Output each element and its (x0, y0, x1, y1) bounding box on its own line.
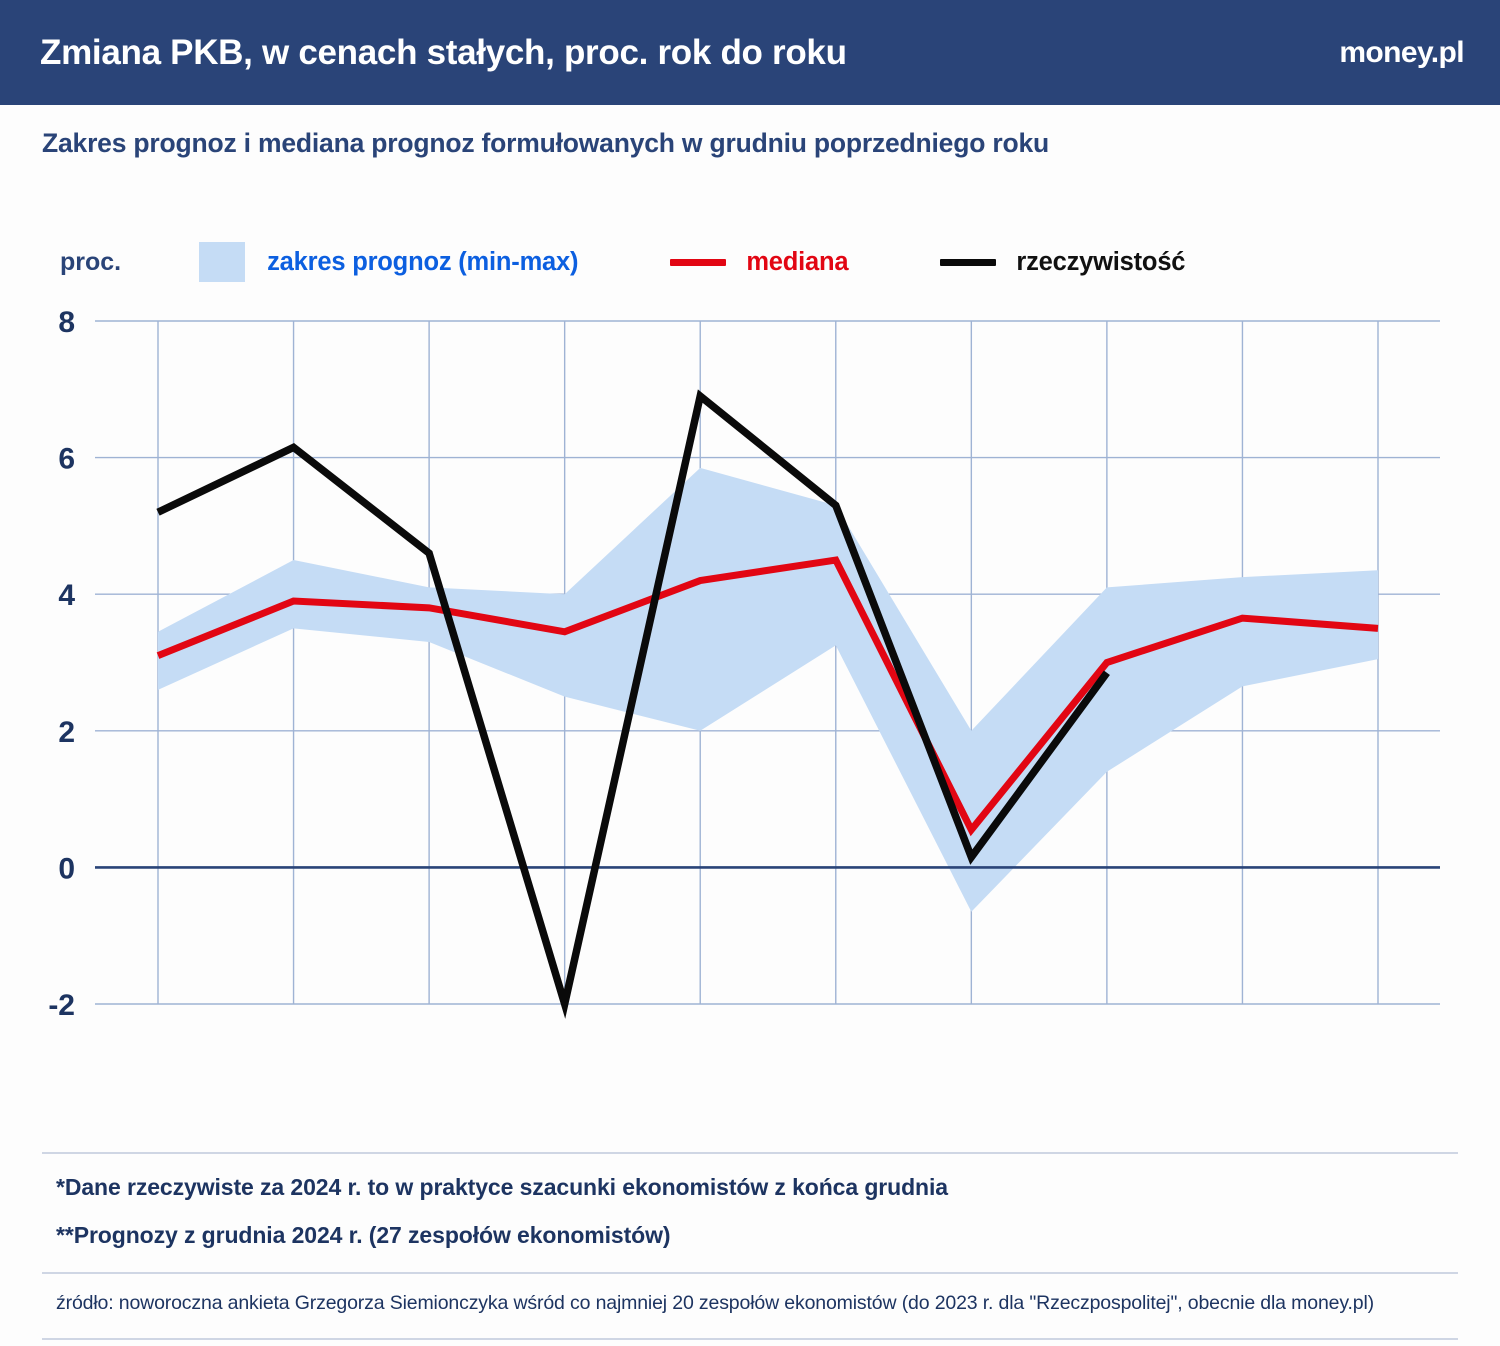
x-axis-tick-label: 2020 (531, 1038, 598, 1040)
y-axis-tick-label: 2 (58, 716, 75, 749)
median-line-swatch-icon (670, 258, 727, 266)
header-bar: Zmiana PKB, w cenach stałych, proc. rok … (0, 0, 1500, 105)
legend-item-median: mediana (670, 247, 849, 277)
y-axis-tick-label: 4 (58, 579, 75, 612)
legend-label-median: mediana (746, 247, 849, 276)
legend-label-actual: rzeczywistość (1016, 247, 1186, 276)
x-axis-labels: 2017 2018 2019 2020 2021 2022 2023 2024* 2025** 2… (125, 1038, 1424, 1040)
chart-area: -2 0 2 4 6 8 2017 2018 2019 2020 2021 2022 2023 2024… (0, 300, 1500, 1040)
y-axis-tick-label: -2 (48, 989, 75, 1022)
x-axis-tick-label: 2024* (1068, 1038, 1147, 1040)
series-line (156, 389, 1110, 1019)
x-axis-tick-label: 2025** (1197, 1038, 1287, 1040)
footnote-one: *Dane rzeczywiste za 2024 r. to w prakty… (56, 1174, 948, 1200)
axis-unit-label: proc. (60, 247, 122, 276)
chart-legend: proc. zakres prognoz (min-max) mediana r… (60, 240, 1420, 284)
x-axis-tick-label: 2023 (938, 1038, 1005, 1040)
actual-line-swatch-icon (940, 258, 997, 266)
series-line (156, 556, 1379, 837)
y-axis-labels: -2 0 2 4 6 8 (48, 306, 75, 1022)
footnote-two: **Prognozy z grudnia 2024 r. (27 zespołó… (56, 1222, 671, 1248)
gdp-forecast-line-chart: -2 0 2 4 6 8 2017 2018 2019 2020 2021 2022 2023 2024… (48, 306, 1440, 1040)
legend-label-range: zakres prognoz (min-max) (267, 247, 579, 276)
divider-top (42, 1152, 1458, 1154)
x-axis-tick-label: 2021 (667, 1038, 734, 1040)
x-axis-tick-label: 2018 (260, 1038, 327, 1040)
x-axis-tick-label: 2017 (125, 1038, 192, 1040)
y-axis-tick-label: 8 (58, 306, 75, 339)
forecast-range-band (158, 467, 1378, 912)
x-axis-tick-label: 2022 (802, 1038, 869, 1040)
x-axis-tick-label: 2019 (396, 1038, 463, 1040)
y-axis-tick-label: 6 (58, 443, 75, 476)
y-axis-tick-label: 0 (58, 852, 75, 885)
source-note: źródło: noworoczna ankieta Grzegorza Sie… (56, 1292, 1374, 1314)
forecast-range-polygon (158, 467, 1378, 912)
page-title: Zmiana PKB, w cenach stałych, proc. rok … (40, 32, 847, 72)
legend-item-range: zakres prognoz (min-max) (199, 242, 579, 282)
divider-middle (42, 1272, 1458, 1274)
chart-series (156, 389, 1379, 1019)
band-swatch-icon (199, 242, 246, 282)
brand-logo: money.pl (1339, 35, 1464, 69)
x-axis-tick-label: 2026** (1333, 1038, 1423, 1040)
legend-item-actual: rzeczywistość (940, 248, 1185, 277)
chart-subtitle: Zakres prognoz i mediana prognoz formuło… (42, 128, 1049, 158)
divider-bottom (42, 1338, 1458, 1340)
